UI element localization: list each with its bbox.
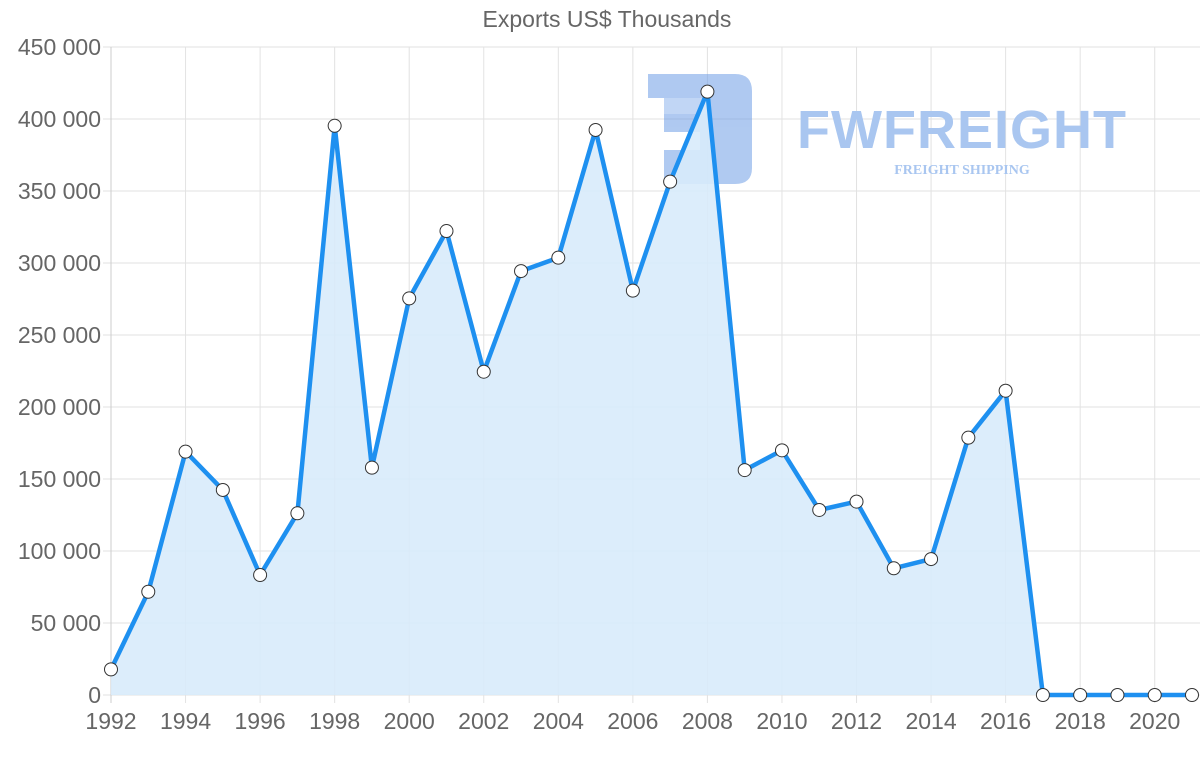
data-point[interactable]	[812, 502, 827, 517]
y-tick-label: 0	[88, 682, 101, 708]
x-tick-label: 1996	[235, 708, 286, 734]
data-point[interactable]	[402, 291, 417, 306]
data-point[interactable]	[700, 84, 715, 99]
area-fill	[111, 91, 1192, 696]
watermark: FWFREIGHT FREIGHT SHIPPING	[648, 74, 1127, 184]
x-tick-label: 1998	[309, 708, 360, 734]
x-tick-label: 1994	[160, 708, 211, 734]
x-tick-label: 2014	[905, 708, 956, 734]
data-point[interactable]	[774, 443, 789, 458]
data-point[interactable]	[961, 430, 976, 445]
y-tick-label: 300 000	[18, 250, 101, 276]
chart-title: Exports US$ Thousands	[482, 6, 732, 32]
y-tick-label: 400 000	[18, 106, 101, 132]
data-point[interactable]	[178, 444, 193, 459]
x-tick-label: 2004	[533, 708, 584, 734]
y-axis: 0 50 000 100 000 150 000 200 000 250 000 300 0…	[18, 34, 101, 708]
watermark-brand: FWFREIGHT	[797, 100, 1127, 160]
data-point[interactable]	[514, 264, 529, 279]
y-tick-label: 150 000	[18, 466, 101, 492]
data-point[interactable]	[290, 506, 305, 521]
y-tick-label: 350 000	[18, 178, 101, 204]
data-point[interactable]	[1110, 688, 1125, 702]
data-point[interactable]	[215, 482, 230, 497]
data-point[interactable]	[625, 283, 640, 298]
data-point[interactable]	[886, 561, 901, 576]
data-point[interactable]	[439, 224, 454, 239]
y-tick-label: 50 000	[31, 610, 101, 636]
data-point[interactable]	[924, 552, 939, 567]
data-point[interactable]	[364, 460, 379, 475]
x-tick-label: 2010	[756, 708, 807, 734]
x-tick-label: 2020	[1129, 708, 1180, 734]
data-point[interactable]	[849, 494, 864, 509]
x-tick-label: 2006	[607, 708, 658, 734]
data-point[interactable]	[1147, 688, 1162, 702]
data-point[interactable]	[663, 174, 678, 189]
x-axis: 1992 1994 1996 1998 2000 2002 2004 2006 2008 2010…	[85, 708, 1180, 734]
data-points	[104, 84, 1199, 702]
y-tick-label: 200 000	[18, 394, 101, 420]
x-tick-label: 2000	[384, 708, 435, 734]
data-point[interactable]	[1035, 688, 1050, 702]
x-tick-label: 2008	[682, 708, 733, 734]
data-point[interactable]	[551, 250, 566, 265]
x-tick-label: 1992	[85, 708, 136, 734]
x-tick-label: 2016	[980, 708, 1031, 734]
y-tick-label: 450 000	[18, 34, 101, 60]
data-point[interactable]	[998, 383, 1013, 398]
y-tick-label: 100 000	[18, 538, 101, 564]
x-tick-label: 2012	[831, 708, 882, 734]
data-point[interactable]	[588, 122, 603, 137]
data-point[interactable]	[327, 118, 342, 133]
data-point[interactable]	[1185, 688, 1199, 702]
data-line	[108, 89, 1192, 698]
x-tick-label: 2002	[458, 708, 509, 734]
y-tick-label: 250 000	[18, 322, 101, 348]
watermark-tagline: FREIGHT SHIPPING	[894, 163, 1030, 178]
data-point[interactable]	[476, 364, 491, 379]
data-point[interactable]	[253, 568, 268, 583]
data-point[interactable]	[141, 584, 156, 599]
data-point[interactable]	[1073, 688, 1088, 702]
x-tick-label: 2018	[1055, 708, 1106, 734]
data-point[interactable]	[737, 463, 752, 478]
data-point[interactable]	[104, 662, 118, 677]
